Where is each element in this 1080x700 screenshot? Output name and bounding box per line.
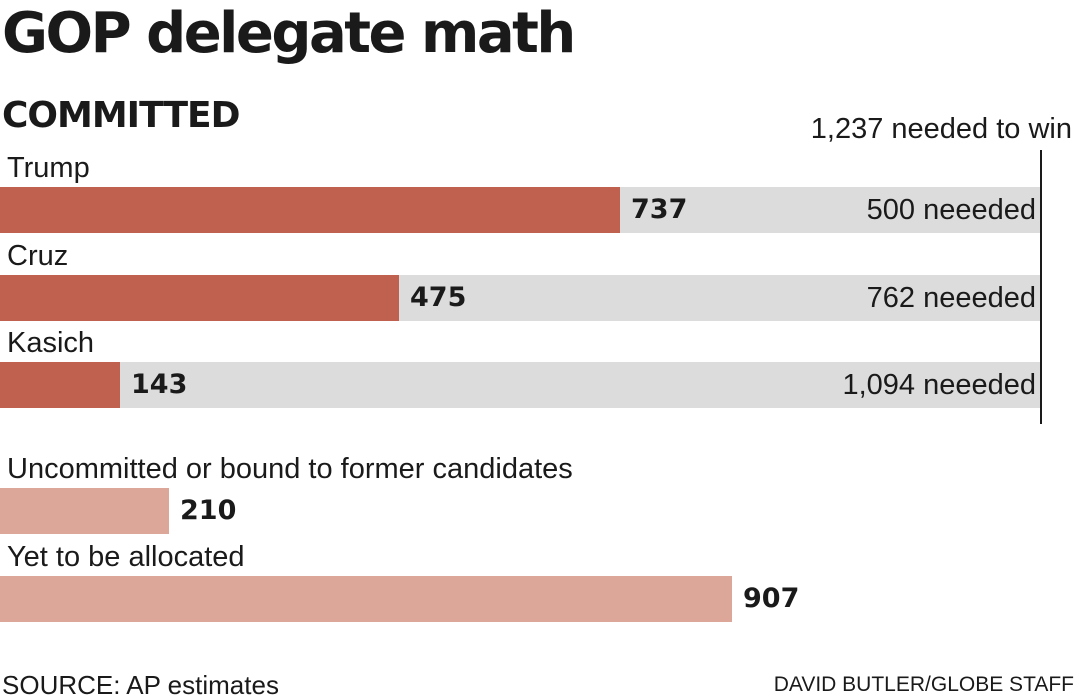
value-label-kasich: 143 bbox=[131, 369, 188, 400]
chart-subtitle: COMMITTED bbox=[2, 95, 240, 136]
credit-note: DAVID BUTLER/GLOBE STAFF bbox=[773, 673, 1074, 696]
chart-title: GOP delegate math bbox=[2, 1, 576, 66]
row-label-uncommitted: Uncommitted or bound to former candidate… bbox=[7, 453, 573, 485]
needed-label-cruz: 762 neeeded bbox=[866, 282, 1036, 314]
needed-track-kasich bbox=[0, 362, 1040, 408]
row-label-trump: Trump bbox=[7, 152, 90, 184]
bar-kasich bbox=[0, 362, 120, 408]
needed-label-trump: 500 neeeded bbox=[866, 194, 1036, 226]
row-label-cruz: Cruz bbox=[7, 240, 69, 272]
bar-uncommitted bbox=[0, 488, 169, 534]
bar-unallocated bbox=[0, 576, 732, 622]
value-label-unallocated: 907 bbox=[743, 583, 800, 614]
needed-label-kasich: 1,094 neeeded bbox=[842, 369, 1036, 401]
value-label-trump: 737 bbox=[631, 194, 688, 225]
source-note: SOURCE: AP estimates bbox=[2, 670, 279, 700]
threshold-label: 1,237 needed to win bbox=[810, 113, 1072, 145]
row-label-kasich: Kasich bbox=[7, 327, 95, 359]
row-label-unallocated: Yet to be allocated bbox=[7, 541, 245, 573]
value-label-uncommitted: 210 bbox=[180, 495, 237, 526]
bar-trump bbox=[0, 187, 620, 233]
threshold-line bbox=[1040, 150, 1042, 424]
bar-cruz bbox=[0, 275, 399, 321]
value-label-cruz: 475 bbox=[410, 282, 467, 313]
